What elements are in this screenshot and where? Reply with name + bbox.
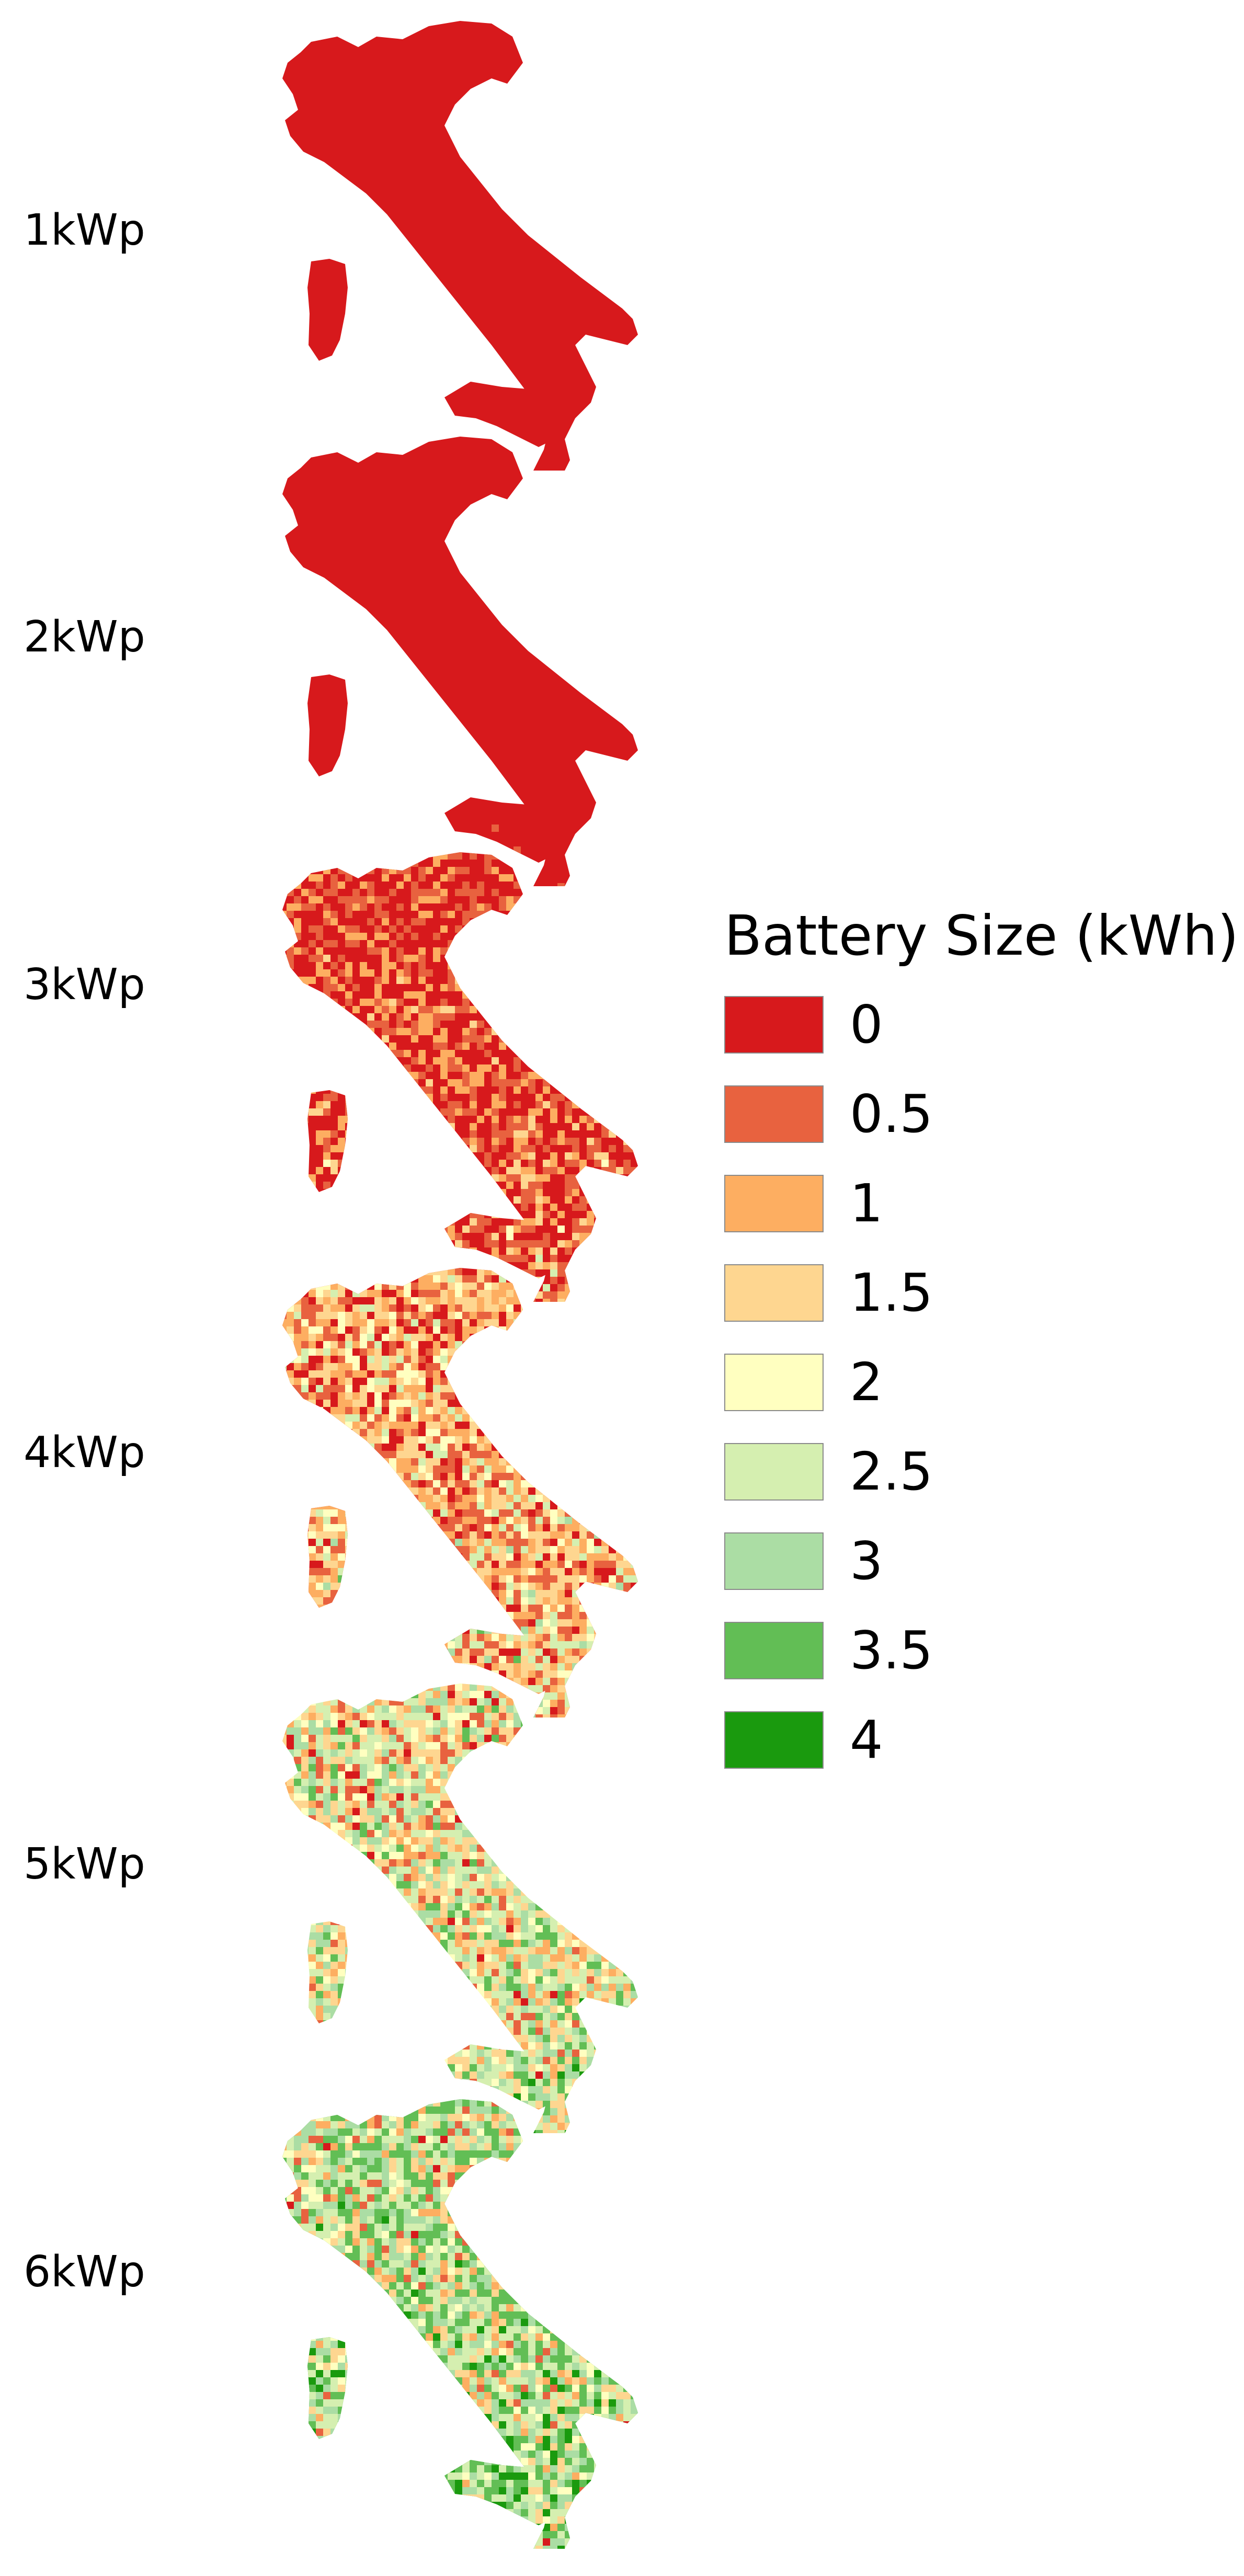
italy-map-svg: [282, 2099, 638, 2549]
battery-size-raster: [282, 2099, 638, 2549]
italy-map-svg: [282, 21, 638, 471]
legend-value: 2.5: [850, 1441, 933, 1502]
legend-value: 3: [850, 1530, 883, 1592]
legend-swatch: [724, 1085, 824, 1143]
legend-value: 4: [850, 1709, 883, 1770]
map-4kwp: [272, 1268, 654, 1718]
legend-swatch: [724, 1175, 824, 1232]
italy-map-svg: [282, 852, 638, 1302]
battery-size-raster: [282, 437, 638, 886]
map-1kwp: [272, 21, 654, 471]
legend-swatch: [724, 1443, 824, 1501]
battery-size-raster: [282, 21, 638, 471]
panel-label-4kwp: 4kWp: [24, 1428, 145, 1478]
legend-value: 1.5: [850, 1262, 933, 1323]
map-6kwp: [272, 2099, 654, 2549]
map-2kwp: [272, 437, 654, 886]
battery-size-raster: [282, 1268, 638, 1718]
battery-size-raster: [282, 1684, 638, 2133]
legend-value: 3.5: [850, 1620, 933, 1681]
map-3kwp: [272, 852, 654, 1302]
italy-map-svg: [282, 437, 638, 886]
legend-swatch: [724, 1711, 824, 1769]
legend-swatch: [724, 1354, 824, 1411]
panel-label-3kwp: 3kWp: [24, 960, 145, 1010]
legend-value: 0.5: [850, 1083, 933, 1144]
legend-swatch: [724, 1264, 824, 1322]
legend-value: 0: [850, 994, 883, 1055]
italy-map-svg: [282, 1268, 638, 1718]
battery-size-raster: [282, 852, 638, 1302]
legend-swatch: [724, 1532, 824, 1590]
panel-label-2kwp: 2kWp: [24, 612, 145, 662]
italy-map-svg: [282, 1684, 638, 2133]
legend-value: 1: [850, 1173, 883, 1234]
panel-label-1kwp: 1kWp: [24, 205, 145, 255]
panel-label-6kwp: 6kWp: [24, 2247, 145, 2297]
legend-swatch: [724, 996, 824, 1054]
legend-title: Battery Size (kWh): [724, 904, 1239, 968]
map-5kwp: [272, 1684, 654, 2133]
legend-value: 2: [850, 1352, 883, 1413]
legend-swatch: [724, 1622, 824, 1679]
panel-label-5kwp: 5kWp: [24, 1839, 145, 1889]
